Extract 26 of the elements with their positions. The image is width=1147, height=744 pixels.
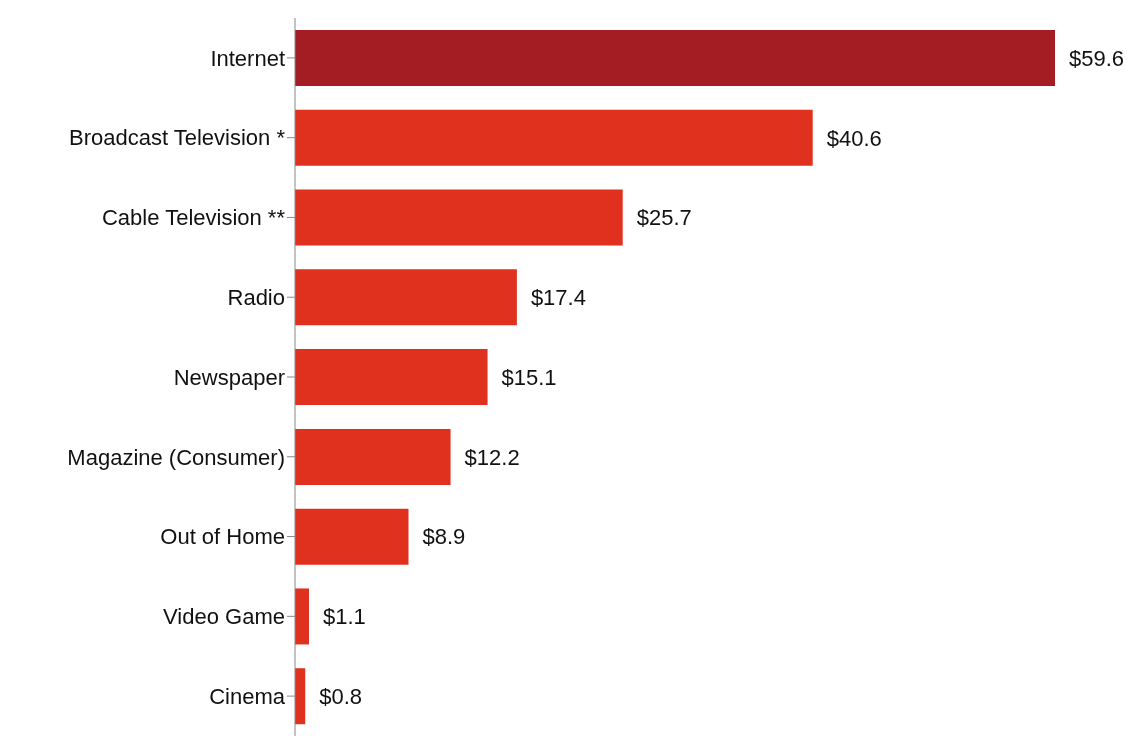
bar [295, 269, 517, 326]
y-tick-label: Broadcast Television * [68, 125, 286, 151]
y-tick-label: Cable Television ** [101, 205, 286, 231]
data-label: $12.2 [464, 444, 520, 470]
data-label: $25.7 [636, 205, 692, 231]
bar [295, 508, 409, 565]
bar [295, 189, 623, 246]
y-tick-label: Cinema [209, 683, 286, 709]
y-tick-label: Out of Home [160, 524, 285, 550]
bar [295, 30, 1055, 86]
y-tick-label: Magazine (Consumer) [67, 444, 285, 470]
y-tick-label: Internet [210, 45, 285, 71]
y-tick-label: Radio [227, 285, 285, 311]
data-label: $17.4 [530, 285, 586, 311]
data-label: $8.9 [422, 524, 466, 550]
data-label: $0.8 [319, 684, 363, 710]
data-label: $15.1 [501, 364, 557, 390]
y-tick-label: Video Game [163, 604, 285, 630]
data-label: $59.6 [1069, 45, 1125, 71]
bar [295, 349, 488, 406]
y-tick-label: Newspaper [173, 364, 285, 390]
bar [295, 428, 451, 485]
bar [295, 109, 813, 166]
data-label: $40.6 [826, 125, 882, 151]
bar [295, 588, 310, 645]
data-label: $1.1 [323, 604, 366, 630]
